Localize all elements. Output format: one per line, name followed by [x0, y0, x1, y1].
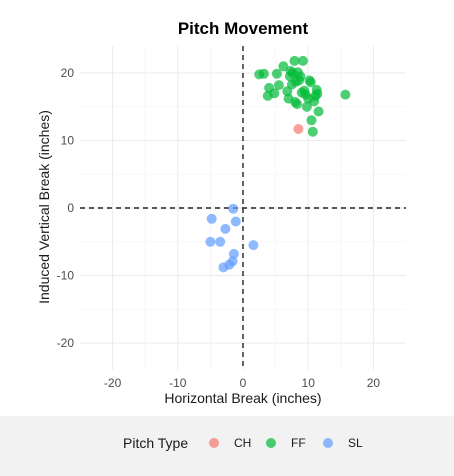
data-point-sl	[206, 213, 217, 224]
data-point-ff	[307, 126, 318, 137]
data-point-ch	[293, 124, 304, 134]
y-tick-label: 10	[61, 134, 75, 148]
y-tick-label: -20	[57, 336, 75, 350]
data-point-sl	[227, 256, 238, 267]
x-tick-label: -10	[169, 376, 187, 390]
data-point-ff	[269, 88, 280, 99]
series-ff	[254, 55, 351, 137]
reference-lines	[80, 46, 406, 370]
data-point-ff	[340, 89, 351, 100]
data-point-ff	[292, 99, 303, 110]
data-point-ff	[278, 61, 289, 72]
legend-label-sl: SL	[348, 436, 363, 450]
data-point-ff	[271, 68, 282, 79]
data-point-ff	[305, 77, 316, 88]
x-tick-label: 10	[302, 376, 316, 390]
data-point-ff	[312, 88, 323, 99]
y-tick-label: -10	[57, 269, 75, 283]
legend-key-ch	[209, 438, 219, 448]
legend-label-ff: FF	[291, 436, 306, 450]
legend-key-ff	[266, 438, 276, 448]
data-point-sl	[228, 203, 239, 214]
data-point-sl	[230, 216, 241, 227]
legend-band	[0, 416, 454, 476]
data-point-ff	[295, 71, 306, 82]
data-point-ff	[313, 106, 324, 117]
data-point-sl	[220, 223, 231, 234]
y-tick-label: 0	[67, 201, 74, 215]
x-tick-label: -20	[104, 376, 122, 390]
data-point-ff	[306, 115, 317, 126]
data-point-ff	[301, 101, 312, 112]
data-points	[205, 55, 351, 273]
x-axis-title: Horizontal Break (inches)	[164, 390, 321, 406]
data-point-ff	[289, 55, 300, 66]
legend-title: Pitch Type	[123, 435, 188, 451]
legend: Pitch Type CH FF SL	[123, 435, 363, 451]
y-axis-title: Induced Vertical Break (inches)	[36, 110, 52, 304]
y-tick-label: 20	[61, 66, 75, 80]
data-point-ff	[273, 80, 284, 91]
chart-title: Pitch Movement	[178, 19, 309, 38]
x-tick-label: 0	[240, 376, 247, 390]
data-point-sl	[248, 240, 259, 251]
data-point-ff	[258, 68, 269, 79]
data-point-sl	[228, 248, 239, 259]
data-point-sl	[205, 236, 216, 247]
x-tick-labels: -20 -10 0 10 20	[104, 376, 380, 390]
y-tick-labels: -20 -10 0 10 20	[57, 66, 75, 350]
data-point-sl	[215, 236, 226, 247]
x-tick-label: 20	[367, 376, 381, 390]
legend-label-ch: CH	[234, 436, 251, 450]
series-sl	[205, 203, 259, 273]
data-point-ff	[298, 55, 308, 66]
series-ch	[293, 124, 304, 134]
legend-key-sl	[323, 438, 333, 448]
